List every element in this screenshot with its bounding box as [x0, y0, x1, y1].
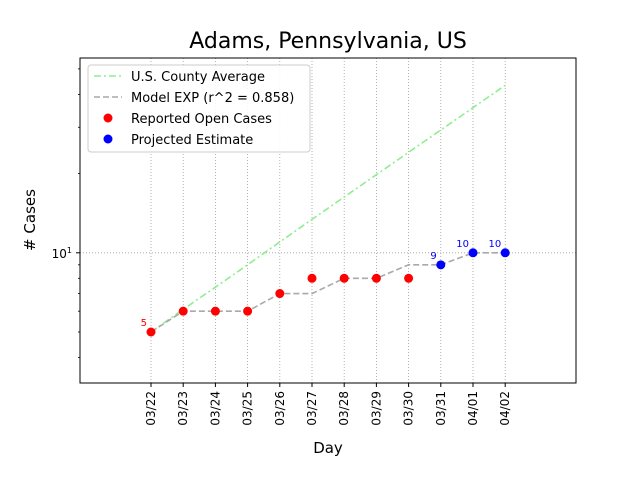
data-point	[210, 306, 220, 316]
x-tick-label: 03/30	[402, 391, 416, 426]
legend-marker	[103, 134, 113, 144]
data-label: 9	[430, 251, 436, 262]
x-tick-label: 03/29	[369, 391, 383, 426]
data-point	[178, 306, 188, 316]
legend-label: Projected Estimate	[131, 133, 253, 148]
data-point	[339, 273, 349, 283]
x-tick-label: 03/27	[305, 391, 319, 426]
x-tick-label: 03/26	[273, 391, 287, 426]
x-tick-label: 03/31	[434, 391, 448, 426]
x-tick-label: 03/22	[144, 391, 158, 426]
legend-label: Reported Open Cases	[131, 112, 272, 127]
series-line	[150, 84, 506, 333]
data-point	[275, 289, 285, 299]
x-tick-label: 03/24	[208, 391, 222, 426]
x-tick-label: 04/02	[498, 391, 512, 426]
x-tick-label: 03/23	[176, 391, 190, 426]
data-point	[146, 327, 156, 337]
legend: U.S. County Average Model EXP (r^2 = 0.85…	[87, 64, 311, 153]
x-tick-label: 03/28	[337, 391, 351, 426]
data-point	[404, 273, 414, 283]
series-line	[150, 252, 506, 333]
data-label: 5	[141, 318, 147, 329]
x-axis-label: Day	[313, 439, 343, 457]
data-point	[307, 273, 317, 283]
data-label: 10	[488, 239, 501, 250]
x-tick-label: 03/25	[241, 391, 255, 426]
data-point	[468, 248, 478, 258]
x-tick-label: 04/01	[466, 391, 480, 426]
data-point	[500, 248, 510, 258]
data-point	[371, 273, 381, 283]
chart-title: Adams, Pennsylvania, US	[189, 29, 467, 54]
plot-frame	[79, 57, 577, 384]
x-axis: 03/22 03/23 03/24 03/25 03/26 03/27 03/28 03/29…	[144, 383, 512, 426]
y-axis-label: # Cases	[21, 189, 39, 251]
data-label: 10	[456, 239, 469, 250]
y-tick-exponent: 1	[67, 246, 72, 255]
legend-label: U.S. County Average	[131, 70, 265, 85]
legend-marker	[103, 113, 113, 123]
data-point	[436, 260, 446, 270]
data-point	[243, 306, 253, 316]
legend-box	[87, 64, 311, 153]
legend-label: Model EXP (r^2 = 0.858)	[131, 91, 294, 106]
